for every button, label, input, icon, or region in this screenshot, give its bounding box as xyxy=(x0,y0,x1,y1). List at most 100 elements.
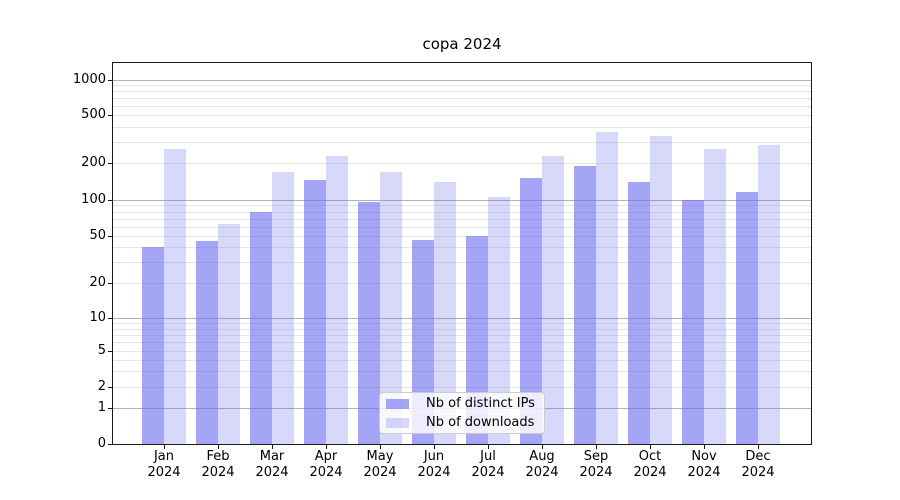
gridline-minor xyxy=(113,283,811,284)
gridline-minor xyxy=(113,163,811,164)
legend-entry-downloads: Nb of downloads xyxy=(386,415,544,431)
gridline-minor xyxy=(113,91,811,92)
legend-swatch-distinct-ips xyxy=(386,398,409,409)
x-tick-label: May 2024 xyxy=(363,449,397,480)
y-tick-mark xyxy=(108,351,113,352)
gridline-minor xyxy=(113,371,811,372)
y-tick-label: 500 xyxy=(81,107,106,122)
bar-downloads xyxy=(434,182,456,444)
legend-entry-distinct-ips: Nb of distinct IPs xyxy=(386,396,544,412)
gridline-major xyxy=(113,318,811,319)
bar-distinct-ips xyxy=(358,201,380,444)
y-tick-label: 200 xyxy=(81,155,106,170)
bar-distinct-ips xyxy=(142,247,164,444)
bar-distinct-ips xyxy=(250,211,272,444)
bar-distinct-ips xyxy=(628,182,650,444)
gridline-minor xyxy=(113,342,811,343)
x-tick-label: Apr 2024 xyxy=(309,449,343,480)
bar-downloads xyxy=(542,155,564,444)
x-tick-mark xyxy=(704,444,705,449)
gridline-minor xyxy=(113,387,811,388)
x-tick-label: Oct 2024 xyxy=(633,449,667,480)
gridline-major xyxy=(113,80,811,81)
gridline-minor xyxy=(113,351,811,352)
y-tick-mark xyxy=(108,408,113,409)
y-tick-label: 1 xyxy=(97,400,106,415)
y-tick-label: 10 xyxy=(89,310,106,325)
bar-downloads xyxy=(272,171,294,444)
y-tick-label: 0 xyxy=(97,436,106,451)
y-tick-label: 100 xyxy=(81,192,106,207)
gridline-minor xyxy=(113,212,811,213)
gridline-minor xyxy=(113,335,811,336)
bar-downloads xyxy=(650,136,672,444)
bar-downloads xyxy=(704,149,726,444)
y-tick-mark xyxy=(108,200,113,201)
legend-label-downloads: Nb of downloads xyxy=(426,414,535,430)
y-tick-mark xyxy=(108,444,113,445)
gridline-minor xyxy=(113,205,811,206)
x-tick-mark xyxy=(542,444,543,449)
gridline-minor xyxy=(113,360,811,361)
y-tick-mark xyxy=(108,163,113,164)
gridline-minor xyxy=(113,323,811,324)
y-tick-label: 1000 xyxy=(72,72,106,87)
y-tick-mark xyxy=(108,387,113,388)
x-tick-label: Feb 2024 xyxy=(201,449,235,480)
bar-distinct-ips xyxy=(736,191,758,444)
legend-swatch-downloads xyxy=(386,417,409,428)
y-tick-mark xyxy=(108,236,113,237)
gridline-minor xyxy=(113,142,811,143)
bar-distinct-ips xyxy=(574,165,596,444)
x-tick-mark xyxy=(164,444,165,449)
bar-downloads xyxy=(380,171,402,444)
gridline-minor xyxy=(113,127,811,128)
x-tick-label: Mar 2024 xyxy=(255,449,289,480)
x-tick-mark xyxy=(272,444,273,449)
bar-downloads xyxy=(326,155,348,444)
bar-downloads xyxy=(218,224,240,444)
chart-title: copa 2024 xyxy=(422,35,502,53)
x-tick-mark xyxy=(596,444,597,449)
y-tick-label: 2 xyxy=(97,379,106,394)
x-tick-label: Nov 2024 xyxy=(687,449,721,480)
gridline-minor xyxy=(113,98,811,99)
bar-downloads xyxy=(164,149,186,444)
x-tick-mark xyxy=(326,444,327,449)
bar-distinct-ips xyxy=(520,178,542,444)
gridline-minor xyxy=(113,236,811,237)
bar-downloads xyxy=(596,132,618,444)
y-tick-mark xyxy=(108,80,113,81)
x-tick-mark xyxy=(380,444,381,449)
plot-area: Nb of distinct IPs Nb of downloads xyxy=(112,62,812,445)
bar-layer xyxy=(113,63,811,444)
y-tick-label: 50 xyxy=(89,228,106,243)
x-tick-mark xyxy=(758,444,759,449)
gridline-minor xyxy=(113,247,811,248)
x-tick-label: Jun 2024 xyxy=(417,449,451,480)
x-tick-label: Aug 2024 xyxy=(525,449,559,480)
gridline-minor xyxy=(113,329,811,330)
y-tick-mark xyxy=(108,318,113,319)
gridline-minor xyxy=(113,227,811,228)
gridline-minor xyxy=(113,262,811,263)
bar-distinct-ips xyxy=(304,180,326,444)
gridline-minor xyxy=(113,85,811,86)
y-tick-label: 20 xyxy=(89,275,106,290)
x-tick-mark xyxy=(650,444,651,449)
y-tick-label: 5 xyxy=(97,343,106,358)
x-tick-mark xyxy=(218,444,219,449)
bar-downloads xyxy=(758,145,780,444)
legend-label-distinct-ips: Nb of distinct IPs xyxy=(426,395,535,411)
x-tick-label: Sep 2024 xyxy=(579,449,613,480)
x-tick-mark xyxy=(488,444,489,449)
x-tick-label: Jul 2024 xyxy=(471,449,505,480)
legend: Nb of distinct IPs Nb of downloads xyxy=(379,392,545,434)
bar-downloads xyxy=(488,197,510,444)
gridline-minor xyxy=(113,115,811,116)
bar-distinct-ips xyxy=(682,200,704,444)
bar-distinct-ips xyxy=(196,241,218,444)
x-tick-mark xyxy=(434,444,435,449)
y-tick-mark xyxy=(108,283,113,284)
